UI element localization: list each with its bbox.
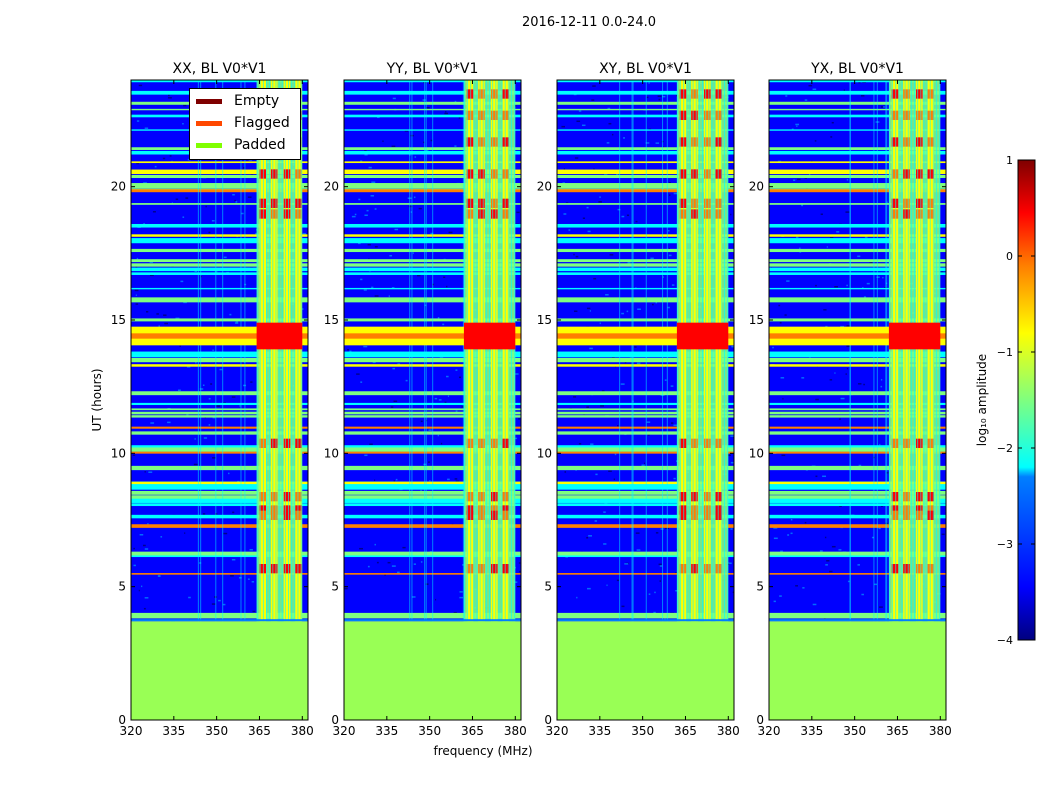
heatmap-image [131, 80, 308, 720]
colorbar-label: log₁₀ amplitude [975, 354, 989, 446]
y-tick-label: 5 [118, 580, 126, 594]
colorbar-ticks: 1 0 −1 −2 −3 −4 [997, 154, 1035, 647]
x-tick-label: 380 [717, 724, 740, 738]
y-tick-label: 5 [756, 580, 764, 594]
padded-region [769, 621, 946, 720]
legend-swatch-empty [196, 98, 222, 104]
y-tick-label: 5 [331, 580, 339, 594]
y-tick-label: 0 [544, 713, 552, 727]
y-tick-label: 10 [324, 446, 339, 460]
colorbar-tick-label: −3 [997, 538, 1013, 551]
panel-1: XX, BL V0*V1 320 335 350 365 380 0 5 10 15 20 [111, 61, 314, 738]
y-tick-label: 20 [111, 180, 126, 194]
x-tick-label: 380 [504, 724, 527, 738]
y-tick-label: 15 [111, 313, 126, 327]
y-tick-label: 15 [324, 313, 339, 327]
x-tick-label: 350 [418, 724, 441, 738]
colorbar-tick-label: 0 [1006, 250, 1013, 263]
heatmap-image [557, 80, 734, 720]
x-tick-label: 365 [461, 724, 484, 738]
y-tick-label: 20 [749, 180, 764, 194]
colorbar-gradient [1017, 159, 1036, 641]
y-tick-label: 0 [756, 713, 764, 727]
legend-item-flagged: Flagged [196, 113, 290, 133]
panel-title: XY, BL V0*V1 [599, 61, 692, 77]
x-axis-label: frequency (MHz) [433, 744, 532, 758]
axes-frame [768, 79, 947, 721]
x-tick-label: 335 [162, 724, 185, 738]
y-tick-label: 20 [324, 180, 339, 194]
axes-frame [556, 79, 735, 721]
x-tick-label: 335 [588, 724, 611, 738]
panel-4: YX, BL V0*V1 320 335 350 365 380 0 5 10 15 20 [749, 61, 952, 738]
y-axis-label: UT (hours) [90, 368, 104, 431]
legend-swatch-padded [196, 142, 222, 148]
colorbar-tick-label: −4 [997, 634, 1013, 647]
x-tick-label: 320 [333, 724, 356, 738]
x-tick-label: 320 [758, 724, 781, 738]
x-tick-label: 335 [800, 724, 823, 738]
panel-title: XX, BL V0*V1 [173, 61, 267, 77]
y-tick-label: 15 [749, 313, 764, 327]
padded-region [131, 621, 308, 720]
axes-frame [343, 79, 522, 721]
y-tick-label: 10 [111, 446, 126, 460]
y-tick-label: 10 [537, 446, 552, 460]
colorbar: 1 0 −1 −2 −3 −4 log₁₀ amplitude [975, 154, 1036, 647]
y-tick-label: 20 [537, 180, 552, 194]
x-tick-label: 350 [205, 724, 228, 738]
y-tick-label: 0 [331, 713, 339, 727]
colorbar-tick-label: 1 [1006, 154, 1013, 167]
y-tick-label: 5 [544, 580, 552, 594]
x-tick-label: 365 [248, 724, 271, 738]
x-tick-label: 335 [375, 724, 398, 738]
panel-3: XY, BL V0*V1 320 335 350 365 380 0 5 10 15 20 [537, 61, 740, 738]
y-tick-label: 10 [749, 446, 764, 460]
legend-swatch-flagged [196, 120, 222, 126]
x-tick-label: 350 [631, 724, 654, 738]
x-tick-label: 320 [120, 724, 143, 738]
heatmap-image [769, 80, 946, 720]
legend: Empty Flagged Padded [189, 88, 301, 160]
x-tick-label: 365 [674, 724, 697, 738]
legend-label-padded: Padded [234, 137, 286, 153]
colorbar-tick-label: −2 [997, 442, 1013, 455]
figure-title: 2016-12-11 0.0-24.0 [522, 15, 656, 30]
x-tick-label: 380 [929, 724, 952, 738]
y-tick-label: 0 [118, 713, 126, 727]
panel-2: YY, BL V0*V1 320 335 350 365 380 0 5 10 15 20 [324, 61, 527, 738]
legend-item-empty: Empty [196, 91, 279, 111]
x-tick-label: 350 [843, 724, 866, 738]
panel-title: YX, BL V0*V1 [810, 61, 904, 77]
axes-frame [130, 79, 309, 721]
x-tick-label: 320 [546, 724, 569, 738]
legend-label-empty: Empty [234, 93, 280, 109]
x-tick-label: 365 [886, 724, 909, 738]
y-tick-label: 15 [537, 313, 552, 327]
padded-region [344, 621, 521, 720]
x-tick-label: 380 [291, 724, 314, 738]
legend-label-flagged: Flagged [234, 115, 290, 131]
heatmap-image [344, 80, 521, 720]
panel-title: YY, BL V0*V1 [386, 61, 479, 77]
colorbar-tick-label: −1 [997, 346, 1013, 359]
legend-item-padded: Padded [196, 135, 286, 155]
padded-region [557, 621, 734, 720]
